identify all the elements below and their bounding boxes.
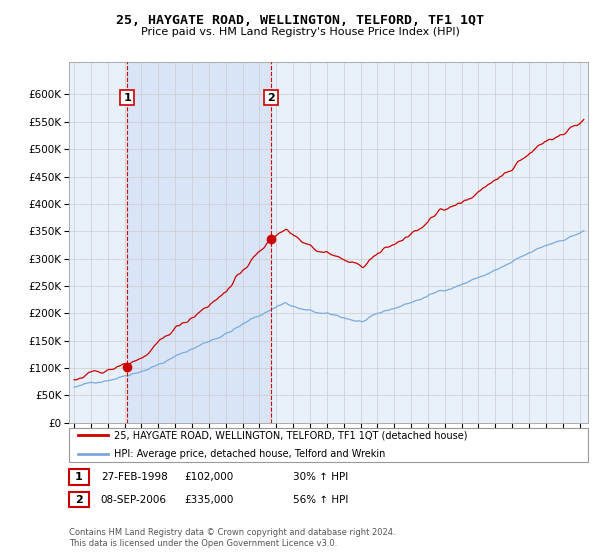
Text: 1: 1	[75, 472, 83, 482]
Text: £102,000: £102,000	[185, 472, 234, 482]
Bar	[127, 62, 271, 423]
Text: HPI: Average price, detached house, Telford and Wrekin: HPI: Average price, detached house, Telf…	[114, 449, 385, 459]
Text: £335,000: £335,000	[185, 494, 234, 505]
Text: 25, HAYGATE ROAD, WELLINGTON, TELFORD, TF1 1QT: 25, HAYGATE ROAD, WELLINGTON, TELFORD, T…	[116, 14, 484, 27]
Text: 1: 1	[123, 93, 131, 102]
Text: 30% ↑ HPI: 30% ↑ HPI	[293, 472, 348, 482]
Text: Contains HM Land Registry data © Crown copyright and database right 2024.
This d: Contains HM Land Registry data © Crown c…	[69, 528, 395, 548]
Text: 27-FEB-1998: 27-FEB-1998	[101, 472, 167, 482]
Text: 25, HAYGATE ROAD, WELLINGTON, TELFORD, TF1 1QT (detached house): 25, HAYGATE ROAD, WELLINGTON, TELFORD, T…	[114, 430, 467, 440]
Text: Price paid vs. HM Land Registry's House Price Index (HPI): Price paid vs. HM Land Registry's House …	[140, 27, 460, 38]
Text: 2: 2	[267, 93, 275, 102]
Text: 2: 2	[75, 494, 83, 505]
Text: 56% ↑ HPI: 56% ↑ HPI	[293, 494, 348, 505]
Text: 08-SEP-2006: 08-SEP-2006	[101, 494, 167, 505]
